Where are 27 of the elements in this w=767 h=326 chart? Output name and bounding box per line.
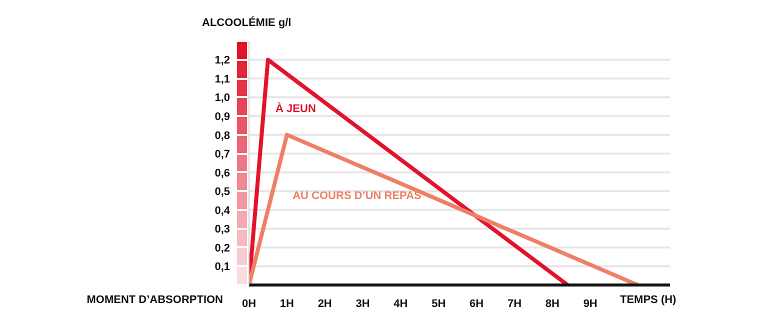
- x-tick-label: 3H: [356, 298, 370, 310]
- x-tick-label: 0H: [242, 298, 256, 310]
- x-tick-label: 5H: [432, 298, 446, 310]
- y-tick-label: 0,6: [214, 167, 230, 180]
- x-tick-label: 2H: [318, 298, 332, 310]
- y-tick-label: 0,1: [214, 261, 230, 274]
- text: MOMENT D’ABSORPTION: [86, 294, 223, 306]
- y-tick-label: 0,8: [214, 130, 230, 142]
- y-tick-label: 0,3: [214, 224, 230, 236]
- y-tick-label: 0,7: [214, 148, 230, 161]
- y-tick-label: 0,9: [214, 110, 230, 123]
- x-tick-label: 8H: [545, 298, 560, 310]
- y-tick-label: 0,2: [214, 242, 230, 254]
- x-tick-label: 1H: [280, 298, 294, 310]
- y-tick-label: 1,0: [214, 92, 230, 104]
- y-tick-label: 0,4: [214, 204, 231, 217]
- y-axis-title: ALCOOLÉMIE g/l: [202, 17, 292, 29]
- y-tick-label: 1,2: [214, 54, 230, 67]
- x-tick-label: 4H: [394, 298, 408, 310]
- y-tick-label: 1,1: [214, 73, 230, 86]
- x-tick-label: 7H: [507, 298, 522, 310]
- x-axis-title: TEMPS (H): [620, 294, 676, 306]
- series-label: AU COURS D’UN REPAS: [292, 190, 422, 202]
- series-label: À JEUN: [276, 103, 316, 116]
- x-tick-label: 9H: [583, 298, 598, 310]
- y-tick-label: 0,5: [214, 186, 230, 198]
- x-tick-label: 6H: [470, 298, 484, 310]
